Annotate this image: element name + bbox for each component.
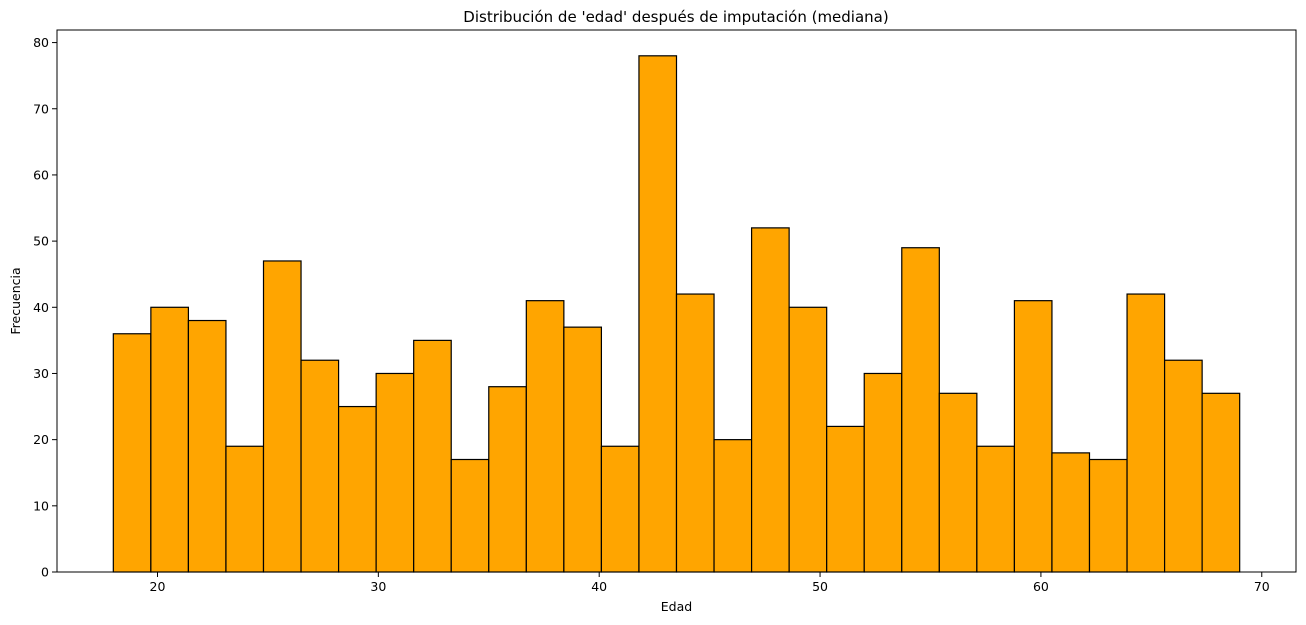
- x-axis-ticks: 20 30 40 50 60 70: [150, 572, 1270, 594]
- x-tick-label: 60: [1033, 579, 1049, 594]
- histogram-bar: [525, 300, 565, 573]
- y-tick-label: 0: [41, 565, 49, 580]
- x-tick-label: 20: [150, 579, 166, 594]
- y-tick-label: 40: [33, 300, 49, 315]
- x-tick-label: 30: [370, 579, 386, 594]
- y-axis-label: Frecuencia: [8, 267, 23, 334]
- histogram-bar: [150, 306, 190, 573]
- x-axis-label: Edad: [661, 599, 692, 614]
- histogram-bar: [300, 359, 340, 573]
- histogram-bar: [750, 227, 790, 573]
- histogram-bar: [1013, 300, 1053, 573]
- y-tick-label: 50: [33, 234, 49, 249]
- y-tick-label: 60: [33, 167, 49, 182]
- histogram-bar: [375, 372, 415, 573]
- histogram-bar: [713, 439, 753, 573]
- histogram-bar: [863, 372, 903, 573]
- y-tick-label: 30: [33, 366, 49, 381]
- histogram-bar: [638, 55, 678, 573]
- histogram-bar: [187, 319, 227, 573]
- plot-frame: [56, 29, 1297, 573]
- histogram-bar: [225, 445, 265, 573]
- histogram-bar: [938, 392, 978, 573]
- histogram-bar: [1088, 458, 1128, 573]
- histogram-bar: [337, 405, 377, 573]
- bars-group: [112, 55, 1241, 573]
- x-tick-label: 50: [812, 579, 828, 594]
- histogram-bar: [901, 247, 940, 573]
- histogram-bar: [450, 458, 490, 573]
- x-tick-label: 70: [1254, 579, 1270, 594]
- y-tick-label: 80: [33, 35, 49, 50]
- histogram-bar: [675, 293, 715, 573]
- histogram-bar: [600, 445, 640, 573]
- y-tick-label: 10: [33, 498, 49, 513]
- histogram-bar: [976, 445, 1016, 573]
- histogram-bar: [1201, 392, 1241, 573]
- histogram-bar: [413, 339, 452, 573]
- histogram-bar: [262, 260, 302, 573]
- histogram-bar: [563, 326, 603, 573]
- histogram-bar: [1163, 359, 1203, 573]
- y-tick-label: 70: [33, 101, 49, 116]
- histogram-bar: [1126, 293, 1166, 573]
- chart-title: Distribución de 'edad' después de imputa…: [463, 8, 888, 26]
- histogram-bar: [826, 425, 865, 573]
- histogram-bar: [1051, 452, 1091, 573]
- histogram-bar: [788, 306, 828, 573]
- y-tick-label: 20: [33, 432, 49, 447]
- y-axis-ticks: 0 10 20 30 40 50 60 70 80: [33, 35, 57, 580]
- x-tick-label: 40: [591, 579, 607, 594]
- histogram-bar: [112, 333, 152, 573]
- histogram-bar: [488, 386, 527, 573]
